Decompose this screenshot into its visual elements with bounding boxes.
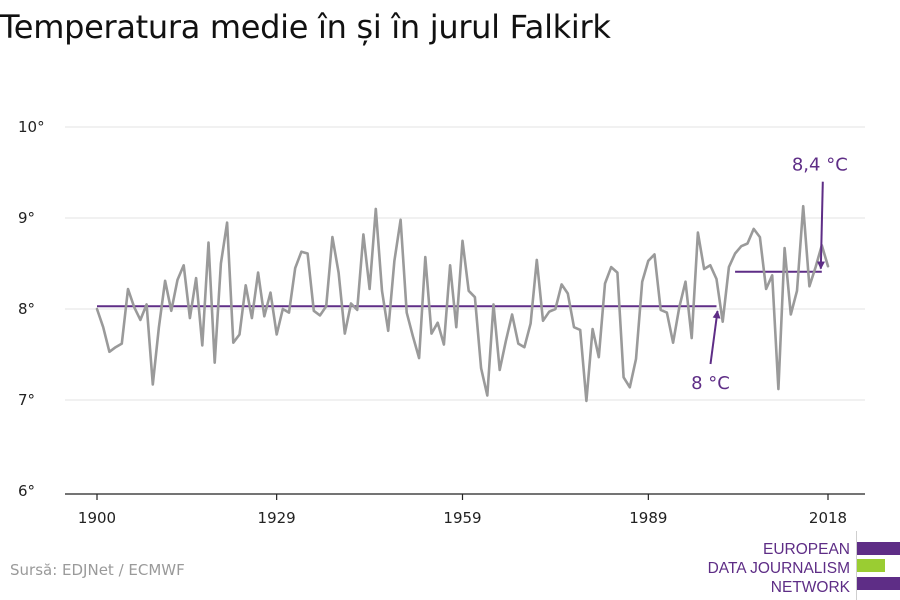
- logo-line-3: NETWORK: [770, 579, 850, 596]
- annotations: 8 °C 8,4 °C: [691, 155, 848, 394]
- logo-line-1: EUROPEAN: [763, 541, 850, 558]
- x-tick-label: 1900: [78, 509, 116, 527]
- annotation-arrow-2: [816, 181, 825, 270]
- logo-bar-1: [857, 542, 900, 555]
- y-tick-label: 8°: [18, 300, 35, 318]
- y-tick-label: 9°: [18, 209, 35, 227]
- temperature-series-line: [95, 204, 830, 403]
- page-title: Temperatura medie în și în jurul Falkirk: [0, 8, 611, 46]
- logo-divider: [856, 531, 857, 600]
- x-tick-label: 1959: [443, 509, 481, 527]
- logo-bar-3: [857, 577, 900, 590]
- axes: 6° 7° 8° 9° 10° 1900 1929 1959 1989 2018: [18, 118, 865, 527]
- y-tick-label: 6°: [18, 482, 35, 500]
- x-tick-label: 1929: [258, 509, 296, 527]
- edjnet-logo: EUROPEAN DATA JOURNALISM NETWORK: [700, 531, 900, 600]
- chart: 6° 7° 8° 9° 10° 1900 1929 1959 1989 2018 8 °C 8,4 …: [18, 118, 865, 527]
- series-layer: [95, 204, 830, 403]
- annotation-label-1: 8 °C: [691, 373, 730, 394]
- logo-bar-2: [857, 559, 885, 572]
- source-credit: Sursă: EDJNet / ECMWF: [10, 561, 185, 579]
- x-tick-label: 2018: [809, 509, 847, 527]
- annotation-label-2: 8,4 °C: [792, 155, 848, 176]
- annotation-arrow-1: [709, 310, 721, 365]
- y-tick-label: 7°: [18, 391, 35, 409]
- logo-line-2: DATA JOURNALISM: [707, 560, 850, 577]
- x-tick-label: 1989: [629, 509, 667, 527]
- y-tick-label: 10°: [18, 118, 45, 136]
